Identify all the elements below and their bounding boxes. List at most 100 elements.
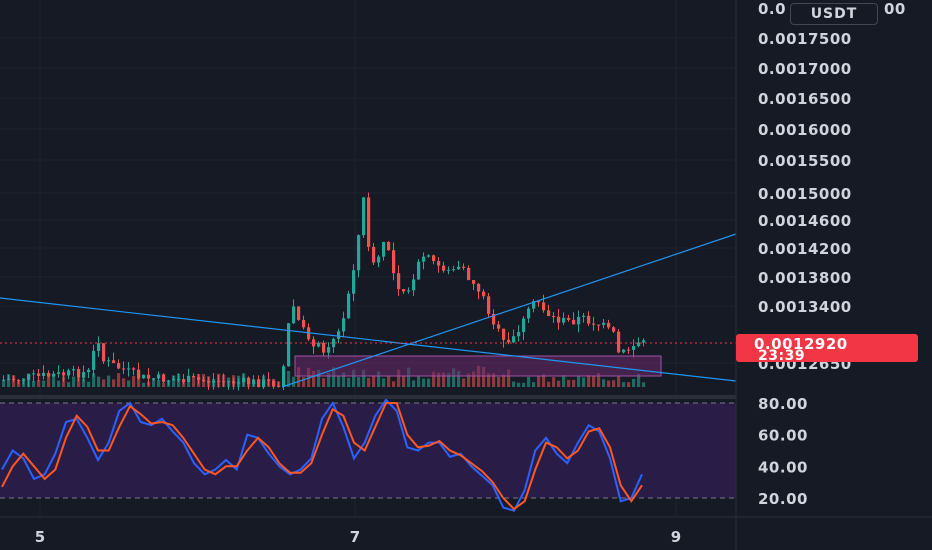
- volume-bar: [422, 378, 426, 387]
- volume-bar: [407, 367, 411, 387]
- candle-body: [152, 378, 156, 380]
- candle-body: [77, 369, 81, 378]
- volume-bar: [537, 375, 541, 387]
- candle-body: [467, 267, 471, 281]
- candle-body: [252, 379, 256, 384]
- candle-body: [262, 379, 266, 388]
- candle-body: [512, 336, 516, 343]
- volume-bar: [52, 373, 56, 387]
- volume-bar: [502, 374, 506, 387]
- volume-bar: [312, 370, 316, 387]
- descending-trendline[interactable]: [0, 297, 737, 382]
- demand-zone-box[interactable]: [294, 355, 662, 377]
- candle-body: [482, 291, 486, 297]
- volume-bar: [37, 380, 41, 387]
- candle-body: [607, 322, 611, 328]
- currency-badge[interactable]: USDT: [790, 3, 878, 25]
- candle-body: [292, 306, 296, 324]
- candle-body: [192, 375, 196, 378]
- candle-body: [52, 373, 56, 377]
- candle-body: [427, 255, 431, 257]
- volume-bar: [547, 381, 551, 387]
- candle-body: [182, 379, 186, 383]
- candle-body: [332, 338, 336, 348]
- candle-body: [167, 380, 171, 382]
- candle-body: [587, 315, 591, 324]
- candle-body: [37, 373, 41, 376]
- volume-bar: [187, 382, 191, 387]
- volume-bar: [612, 380, 616, 387]
- candle-body: [147, 374, 151, 379]
- volume-bar: [47, 375, 51, 387]
- volume-bar: [362, 369, 366, 387]
- candle-body: [172, 379, 176, 381]
- candle-body: [227, 381, 231, 383]
- volume-bar: [587, 374, 591, 387]
- volume-bar: [292, 376, 296, 387]
- volume-bar: [482, 367, 486, 387]
- candle-body: [272, 380, 276, 387]
- ascending-trendline[interactable]: [281, 233, 737, 388]
- candle-body: [222, 381, 226, 383]
- candle-body: [392, 250, 396, 274]
- volume-bar: [472, 371, 476, 387]
- volume-bar: [347, 377, 351, 387]
- last-price-value: 0.0012920: [754, 335, 848, 353]
- volume-bar: [342, 372, 346, 387]
- volume-bar: [7, 374, 11, 387]
- stochastic-tick-label: 80.00: [758, 395, 808, 413]
- candle-body: [122, 368, 126, 370]
- candle-body: [347, 293, 351, 319]
- candle-body: [382, 241, 386, 257]
- candle-body: [407, 290, 411, 292]
- candle-body: [457, 266, 461, 270]
- volume-bar: [42, 380, 46, 387]
- candle-body: [597, 324, 601, 326]
- volume-bar: [447, 373, 451, 387]
- candle-body: [617, 331, 621, 353]
- volume-bar: [642, 382, 646, 387]
- volume-bar: [87, 381, 91, 387]
- candle-body: [397, 273, 401, 290]
- last-price-tag: 0.0012920 23:39: [736, 334, 918, 364]
- time-tick-label: 9: [671, 528, 681, 546]
- candle-body: [477, 283, 481, 292]
- volume-bar: [492, 373, 496, 387]
- volume-bar: [112, 379, 116, 387]
- stochastic-tick-label: 40.00: [758, 458, 808, 476]
- candle-body: [527, 308, 531, 319]
- volume-bar: [157, 380, 161, 387]
- candle-body: [567, 317, 571, 320]
- candle-body: [472, 280, 476, 284]
- candle-body: [552, 316, 556, 318]
- time-axis-ticks[interactable]: 5 7 9: [35, 528, 681, 546]
- volume-bar: [512, 381, 516, 387]
- candle-body: [82, 372, 86, 378]
- time-tick-label: 5: [35, 528, 45, 546]
- candle-body: [212, 380, 216, 383]
- price-tick-label: 0.0013800: [758, 269, 852, 287]
- volume-bar: [442, 372, 446, 387]
- price-tick-label: 0.0015000: [758, 185, 852, 203]
- candle-body: [207, 381, 211, 383]
- volume-bar: [192, 376, 196, 387]
- candle-body: [492, 313, 496, 325]
- volume-bar: [352, 369, 356, 387]
- candle-body: [187, 375, 191, 383]
- candle-body: [637, 342, 641, 347]
- price-tick-label: 0.0017500: [758, 30, 852, 48]
- candle-body: [32, 373, 36, 375]
- volume-bar: [457, 370, 461, 387]
- candle-body: [267, 379, 271, 381]
- candle-body: [537, 301, 541, 303]
- stochastic-series-line-2: [1, 402, 643, 511]
- volume-bar: [497, 376, 501, 387]
- volume-bar: [72, 376, 76, 387]
- candle-body: [417, 261, 421, 280]
- candle-body: [92, 350, 96, 370]
- candle-body: [517, 332, 521, 337]
- stochastic-axis-ticks[interactable]: 80.00 60.00 40.00 20.00: [758, 395, 808, 508]
- volume-bar: [142, 382, 146, 387]
- candle-body: [592, 323, 596, 325]
